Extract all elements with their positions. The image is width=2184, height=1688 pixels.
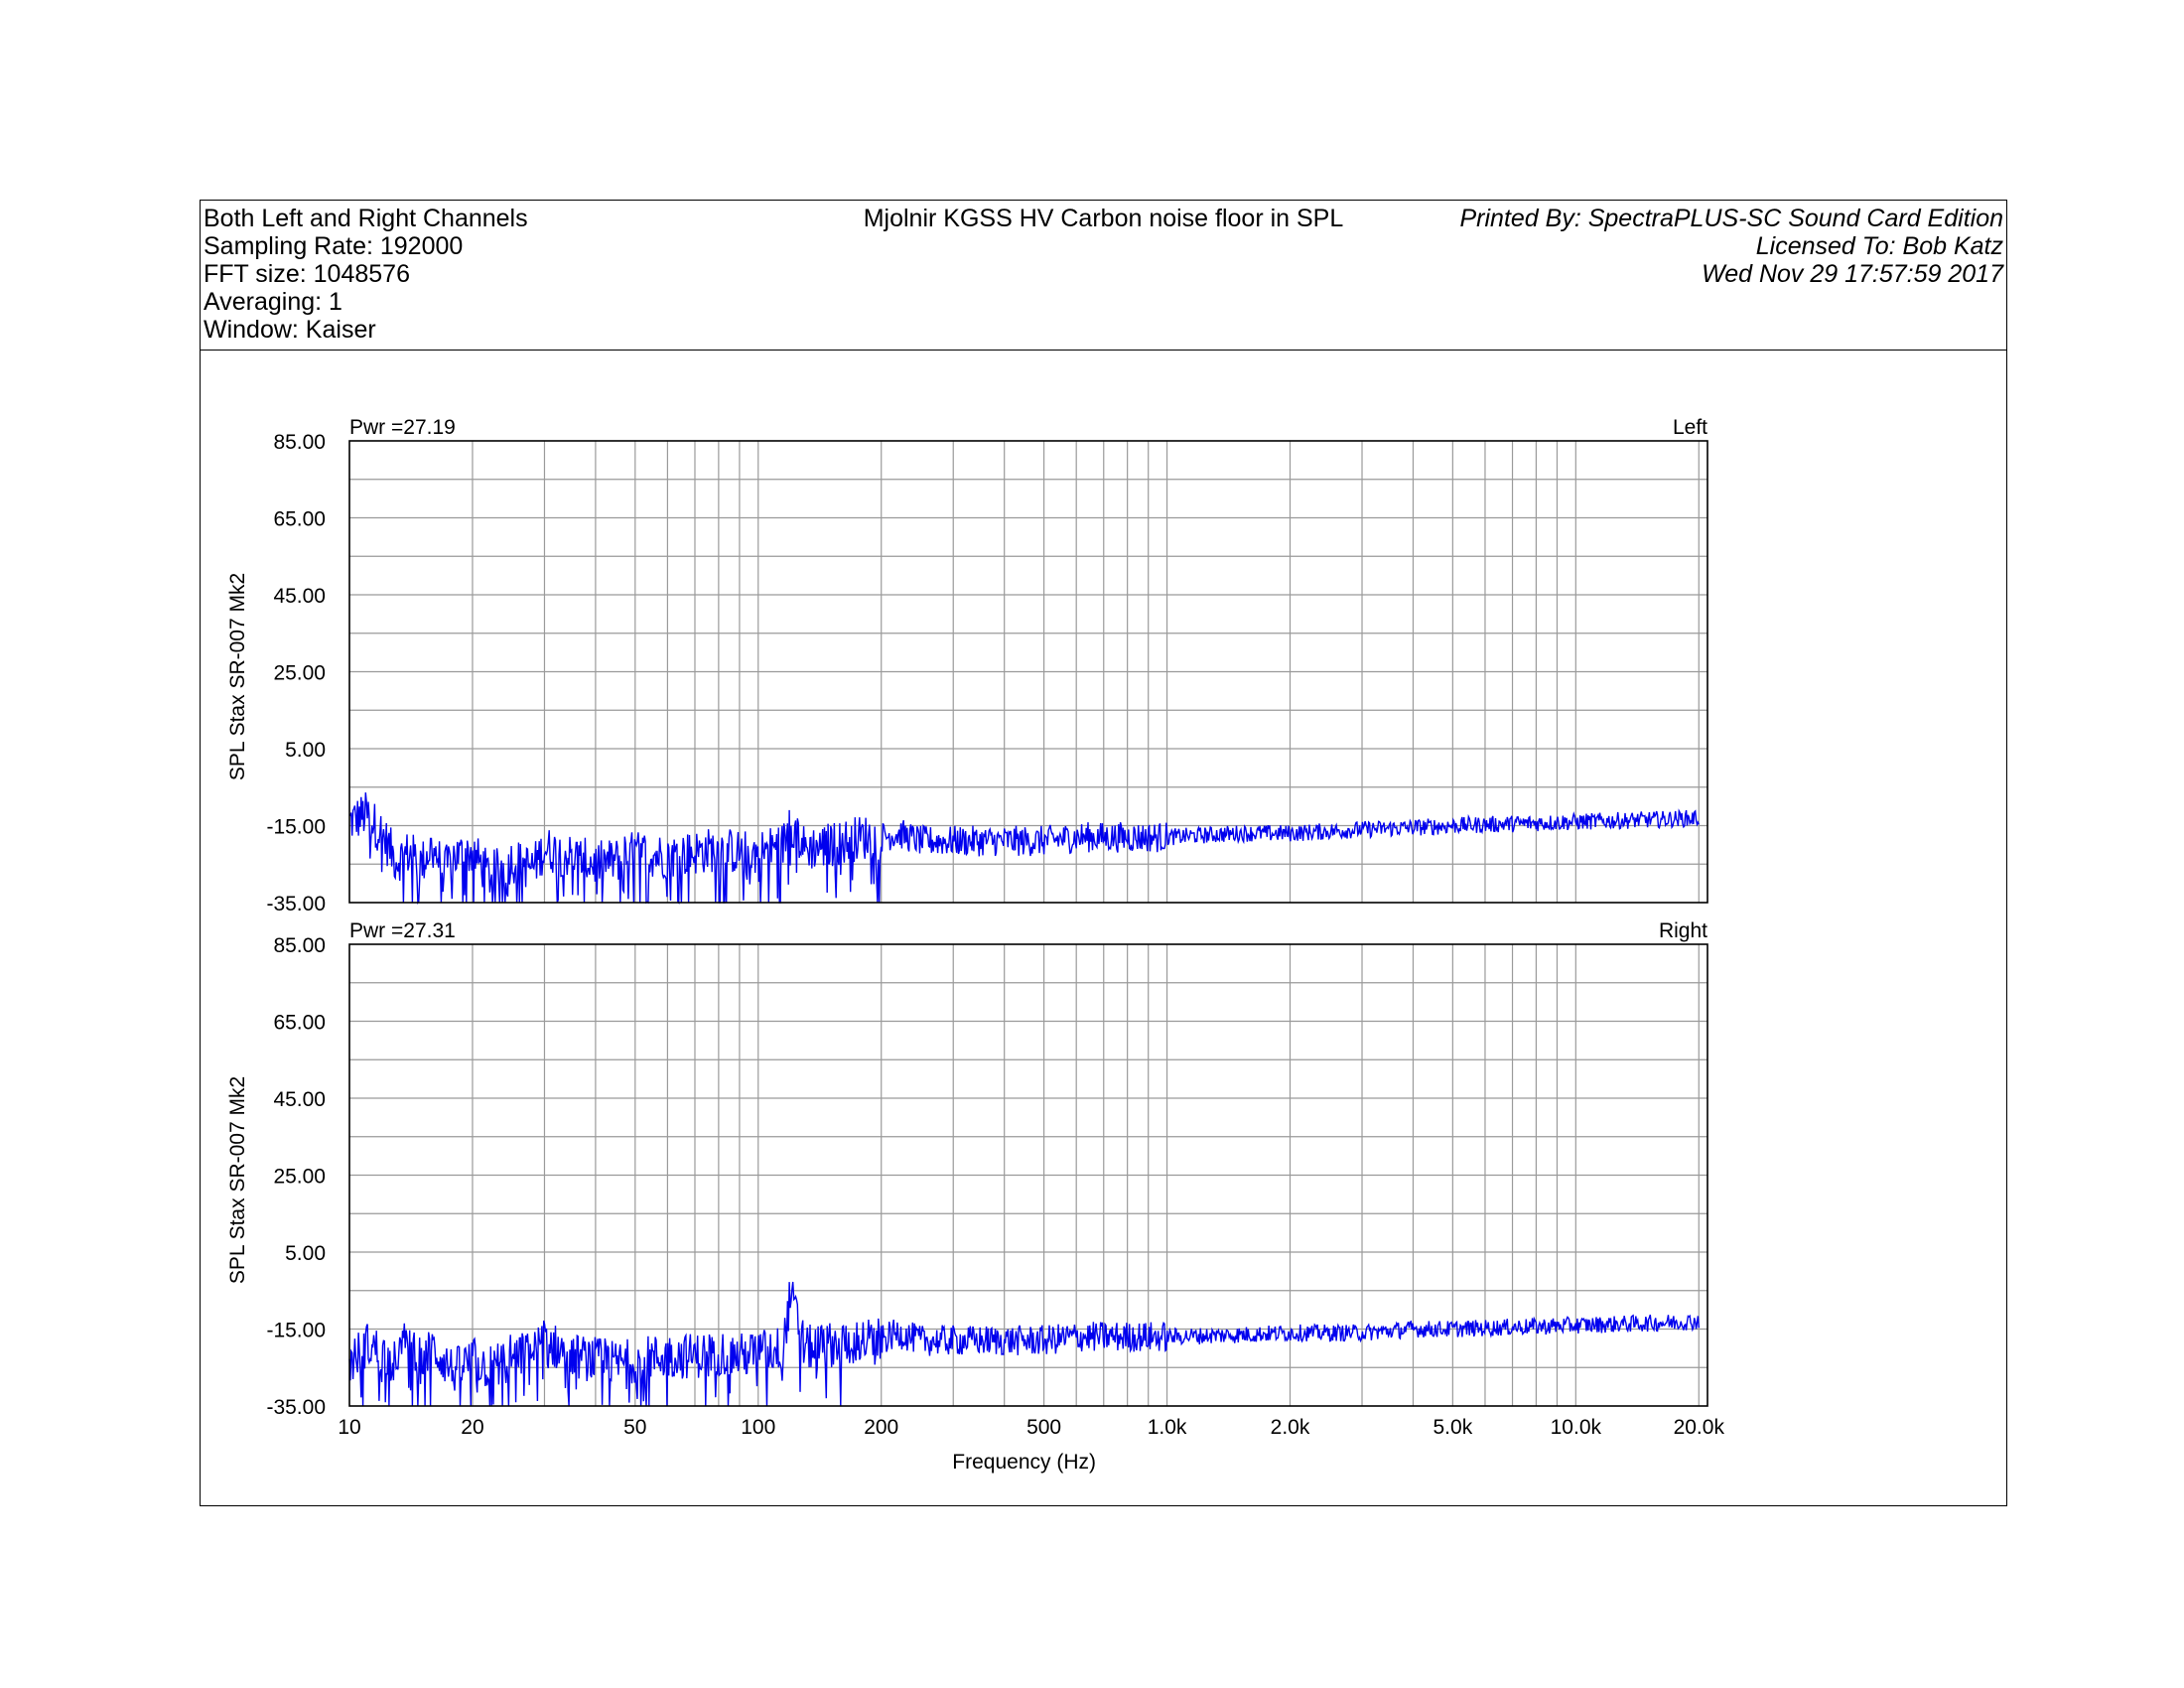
plot-frame xyxy=(348,440,1708,904)
y-tick-label: 65.00 xyxy=(273,1012,326,1035)
power-label: Pwr =27.31 xyxy=(349,919,456,942)
y-tick-label: 5.00 xyxy=(285,1242,326,1265)
window-text: Window: Kaiser xyxy=(204,316,376,344)
x-tick-label: 10 xyxy=(338,1416,360,1439)
y-tick-label: 85.00 xyxy=(273,934,326,957)
y-tick-label: 25.00 xyxy=(273,662,326,685)
y-tick-label: 5.00 xyxy=(285,739,326,762)
spectrum-trace-right xyxy=(348,1281,1700,1407)
y-axis-label: SPL Stax SR-007 Mk2 xyxy=(226,573,249,780)
header-divider xyxy=(201,350,2006,351)
x-tick-label: 1.0k xyxy=(1148,1416,1187,1439)
x-tick-label: 20 xyxy=(461,1416,483,1439)
y-tick-label: -35.00 xyxy=(266,893,326,915)
printed-by-text: Printed By: SpectraPLUS-SC Sound Card Ed… xyxy=(1459,205,2004,232)
x-axis-label: Frequency (Hz) xyxy=(952,1451,1096,1474)
plot-panel-right: 85.00 65.00 45.00 25.00 5.00 -15.00 -35.00 SPL … xyxy=(226,919,1724,1474)
y-tick-label: -15.00 xyxy=(266,1320,326,1342)
print-info: Printed By: SpectraPLUS-SC Sound Card Ed… xyxy=(1460,205,2004,288)
y-tick-label: 45.00 xyxy=(273,585,326,608)
print-date-text: Wed Nov 29 17:57:59 2017 xyxy=(1702,260,2003,288)
y-axis-label: SPL Stax SR-007 Mk2 xyxy=(226,1076,249,1284)
analysis-settings: Both Left and Right Channels Sampling Ra… xyxy=(204,205,528,344)
y-tick-label: 85.00 xyxy=(273,431,326,454)
spectrum-trace-left xyxy=(348,792,1700,906)
plot-frame xyxy=(348,943,1708,1407)
fft-size-text: FFT size: 1048576 xyxy=(204,260,410,288)
page-title: Mjolnir KGSS HV Carbon noise floor in SP… xyxy=(863,205,1344,232)
x-tick-label: 200 xyxy=(864,1416,898,1439)
plot-panel-left: 85.00 65.00 45.00 25.00 5.00 -15.00 -35.00 SPL … xyxy=(226,416,1708,915)
channel-label: Right xyxy=(1659,919,1707,942)
y-tick-label: 65.00 xyxy=(273,508,326,531)
channels-text: Both Left and Right Channels xyxy=(204,205,528,232)
y-tick-label: -15.00 xyxy=(266,816,326,839)
print-frame: Both Left and Right Channels Sampling Ra… xyxy=(200,200,2007,1506)
channel-label: Left xyxy=(1673,416,1707,439)
y-tick-label: -35.00 xyxy=(266,1396,326,1419)
y-tick-label: 45.00 xyxy=(273,1088,326,1111)
x-tick-label: 100 xyxy=(741,1416,775,1439)
averaging-text: Averaging: 1 xyxy=(204,288,342,316)
licensed-to-text: Licensed To: Bob Katz xyxy=(1755,232,2003,260)
x-tick-label: 20.0k xyxy=(1674,1416,1725,1439)
y-tick-label: 25.00 xyxy=(273,1166,326,1189)
x-tick-label: 10.0k xyxy=(1551,1416,1602,1439)
x-tick-label: 50 xyxy=(623,1416,646,1439)
x-tick-label: 5.0k xyxy=(1433,1416,1473,1439)
x-tick-label: 500 xyxy=(1026,1416,1061,1439)
x-tick-label: 2.0k xyxy=(1271,1416,1310,1439)
power-label: Pwr =27.19 xyxy=(349,416,456,439)
sampling-rate-text: Sampling Rate: 192000 xyxy=(204,232,464,260)
